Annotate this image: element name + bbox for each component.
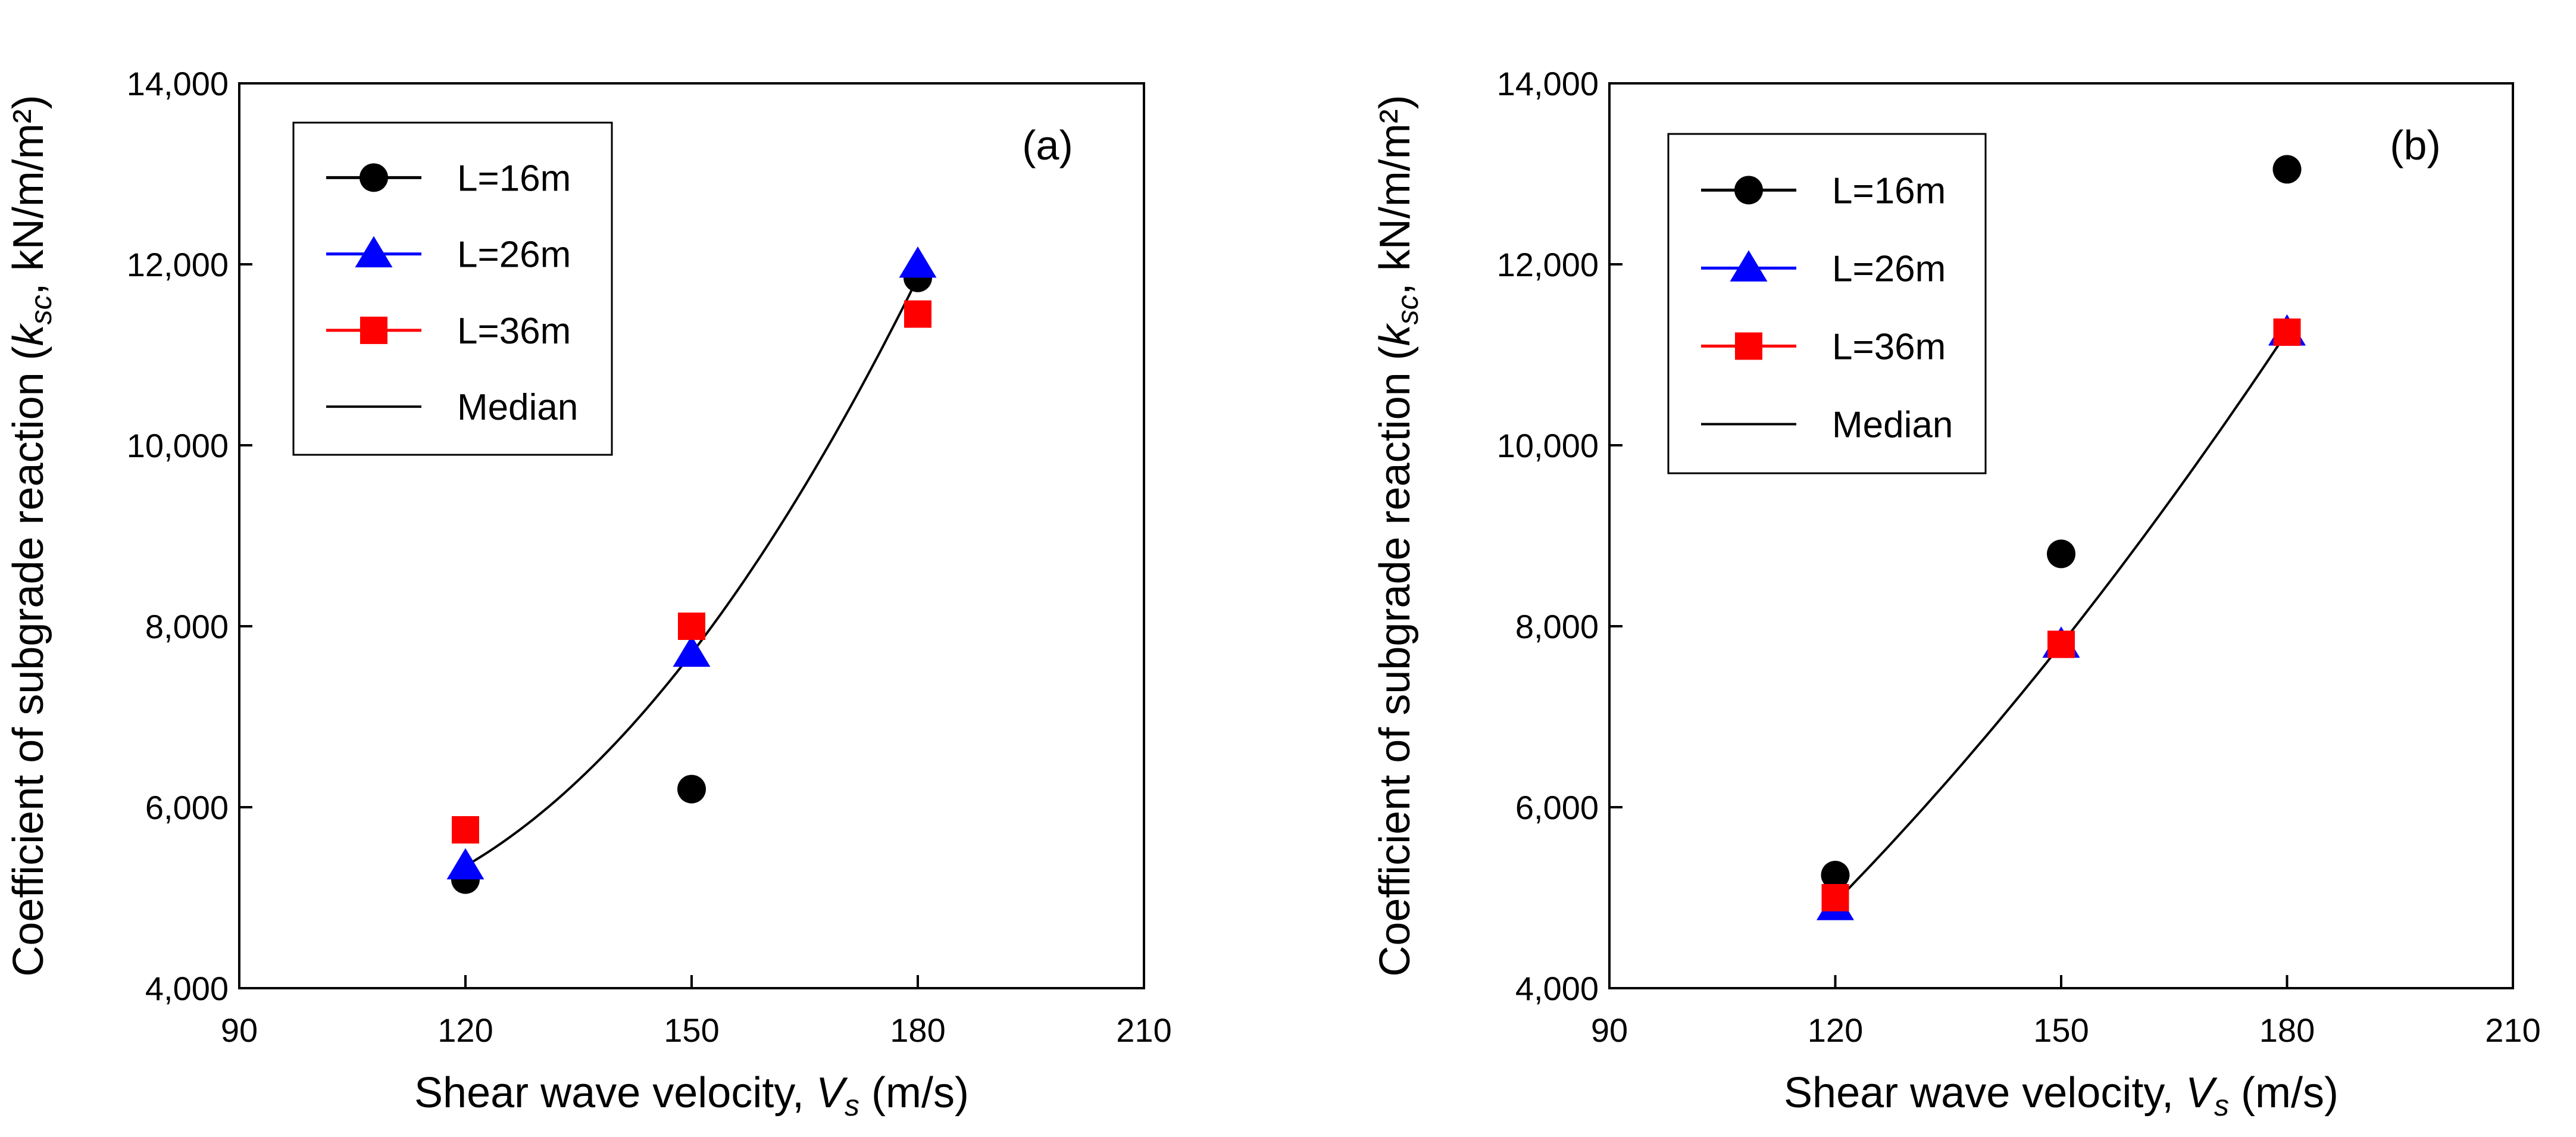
- y-tick-label: 14,000: [127, 65, 229, 102]
- legend: L=16m L=26m L=36m Median: [292, 121, 613, 456]
- y-axis-label: Coefficient of subgrade reaction (ksc, k…: [5, 95, 58, 976]
- y-tick-label: 6,000: [145, 789, 229, 826]
- series-L=36m: [452, 300, 931, 844]
- y-axis-label: Coefficient of subgrade reaction (ksc, k…: [1371, 95, 1424, 976]
- y-tick-label: 14,000: [1497, 65, 1599, 102]
- data-point-triangle: [899, 246, 937, 278]
- panel-label: (a): [1022, 122, 1073, 168]
- series-L=16m: [1821, 155, 2302, 889]
- data-point-circle: [1821, 861, 1850, 889]
- y-tick-label: 6,000: [1515, 789, 1599, 826]
- data-point-square: [2273, 318, 2301, 346]
- legend-label: L=36m: [457, 311, 571, 352]
- data-point-triangle: [446, 848, 484, 880]
- y-tick-label: 10,000: [1497, 427, 1599, 464]
- y-tick-label: 4,000: [1515, 970, 1599, 1007]
- y-tick-label: 8,000: [1515, 608, 1599, 645]
- legend-marker-triangle: [355, 236, 393, 268]
- legend-label: L=26m: [1832, 248, 1946, 289]
- chart-panel-2: 90 120 150 180 210 4,000 6,000 8,000 10,000 12,00…: [1371, 65, 2541, 1122]
- x-tick-label: 90: [221, 1011, 258, 1049]
- legend-marker-triangle: [1730, 250, 1768, 282]
- legend-label: Median: [1832, 404, 1953, 445]
- data-point-square: [2047, 630, 2075, 658]
- y-tick-label: 10,000: [127, 427, 229, 464]
- data-point-square: [452, 816, 479, 844]
- x-tick-label: 150: [664, 1011, 719, 1049]
- chart-panel-1: 90 120 150 180 210 4,000 6,000 8,000 10,000 12,00…: [5, 65, 1172, 1122]
- x-tick-label: 120: [437, 1011, 493, 1049]
- x-tick-label: 180: [2259, 1011, 2315, 1049]
- y-tick-label: 12,000: [1497, 246, 1599, 283]
- x-tick-label: 180: [890, 1011, 945, 1049]
- data-point-triangle: [673, 635, 711, 667]
- data-point-square: [678, 613, 705, 640]
- y-tick-label: 8,000: [145, 608, 229, 645]
- x-tick-label: 90: [1591, 1011, 1628, 1049]
- data-point-square: [904, 300, 931, 328]
- x-tick-label: 210: [1116, 1011, 1171, 1049]
- legend-marker-square: [1735, 332, 1762, 360]
- data-point-circle: [677, 774, 706, 804]
- legend-marker-circle: [1734, 176, 1763, 205]
- y-tick-label: 12,000: [127, 246, 229, 283]
- data-point-circle: [2272, 155, 2302, 184]
- x-tick-label: 120: [1808, 1011, 1863, 1049]
- series-L=36m: [1821, 318, 2301, 911]
- panel-label: (b): [2390, 122, 2441, 168]
- y-tick-label: 4,000: [145, 970, 229, 1007]
- data-point-square: [1821, 884, 1849, 911]
- legend-label: L=16m: [1832, 170, 1946, 211]
- series-L=26m: [446, 246, 937, 880]
- x-tick-label: 150: [2033, 1011, 2089, 1049]
- legend-label: L=16m: [457, 158, 571, 199]
- legend: L=16m L=26m L=36m Median: [1667, 133, 1987, 474]
- data-point-circle: [2047, 539, 2075, 568]
- x-tick-label: 210: [2485, 1011, 2540, 1049]
- legend-label: L=36m: [1832, 326, 1946, 367]
- legend-marker-circle: [359, 163, 388, 192]
- legend-label: Median: [457, 387, 578, 428]
- legend-marker-square: [360, 316, 387, 344]
- x-axis-label: Shear wave velocity, Vs (m/s): [1784, 1069, 2339, 1122]
- x-axis-label: Shear wave velocity, Vs (m/s): [414, 1069, 969, 1122]
- legend-label: L=26m: [457, 235, 571, 276]
